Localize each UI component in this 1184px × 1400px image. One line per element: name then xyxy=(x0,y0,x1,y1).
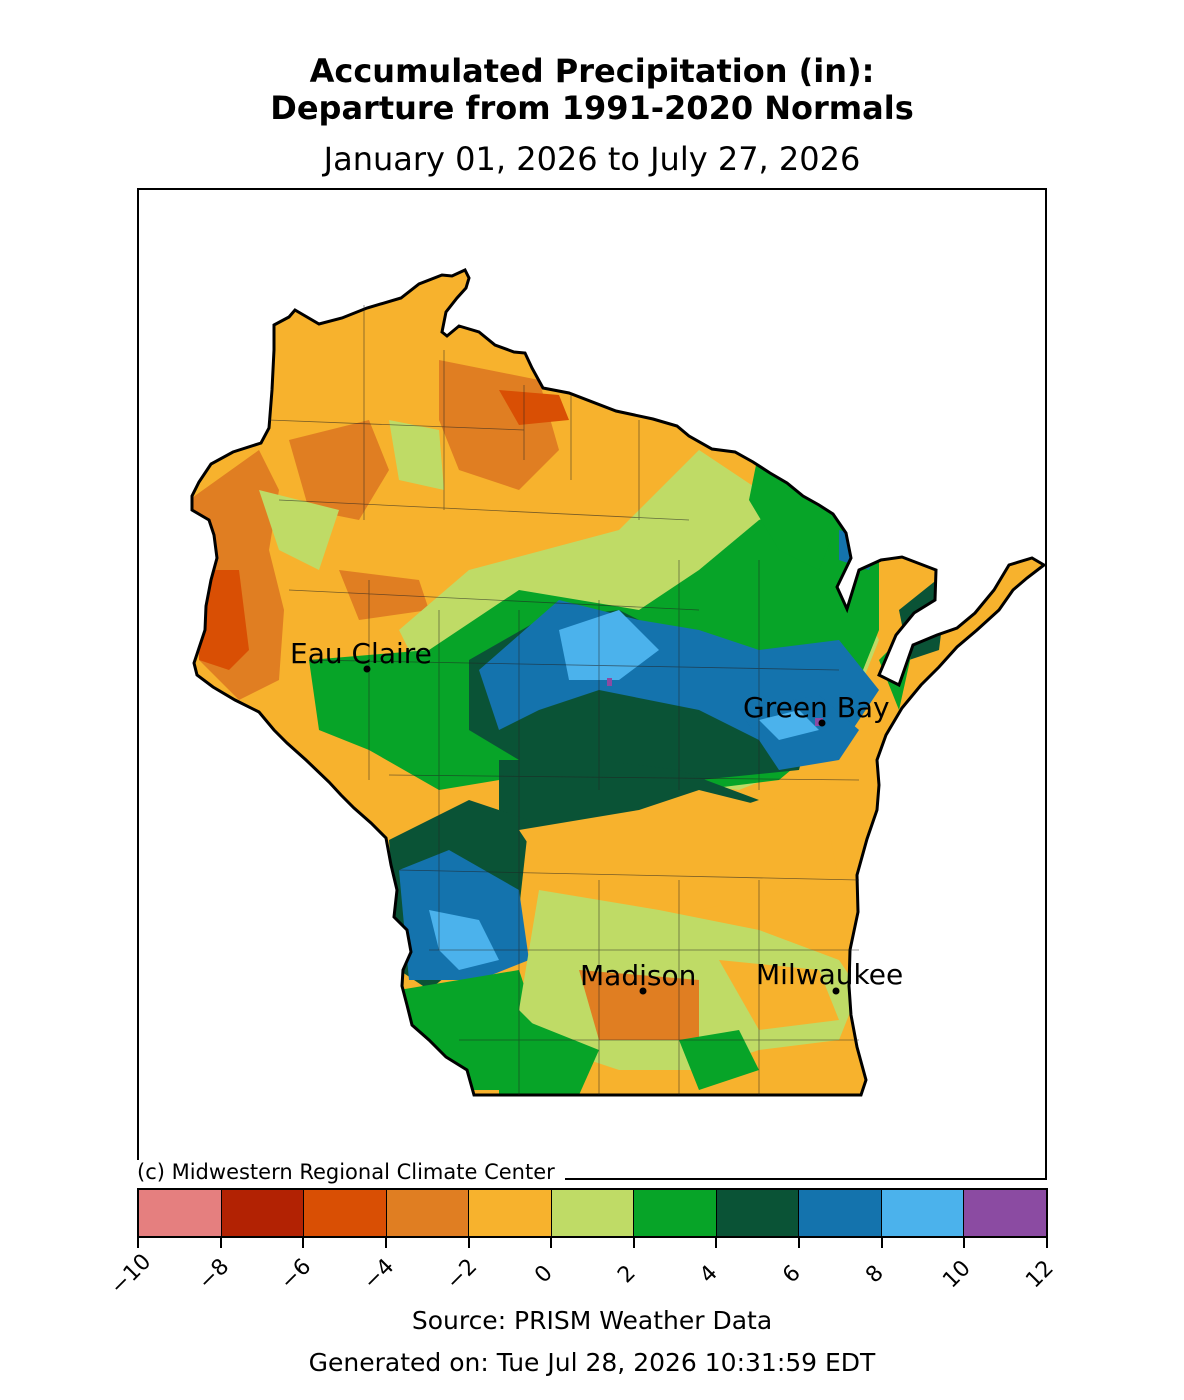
colorbar-swatch xyxy=(799,1190,882,1236)
colorbar-tick xyxy=(798,1238,801,1248)
green-bay-marker xyxy=(818,719,826,727)
colorbar-tick xyxy=(467,1238,470,1248)
madison-marker xyxy=(639,987,647,995)
colorbar xyxy=(137,1188,1048,1238)
date-range: January 01, 2026 to July 27, 2026 xyxy=(323,140,861,178)
colorbar-tick-label: −8 xyxy=(193,1254,234,1295)
county-lines xyxy=(268,305,860,1095)
colorbar-tick-label: 8 xyxy=(860,1260,889,1289)
colorbar-tick xyxy=(137,1238,139,1248)
colorbar-tick xyxy=(715,1238,718,1248)
eau-claire-marker xyxy=(363,665,371,673)
map-title-line2: Departure from 1991-2020 Normals xyxy=(270,89,914,127)
generated-timestamp: Generated on: Tue Jul 28, 2026 10:31:59 … xyxy=(308,1348,876,1377)
colorbar-tick xyxy=(219,1238,222,1248)
colorbar-swatch xyxy=(221,1190,305,1236)
map-title-line1: Accumulated Precipitation (in): xyxy=(309,52,875,90)
colorbar-tick-label: −4 xyxy=(358,1254,400,1295)
milwaukee-label: Milwaukee xyxy=(756,958,903,991)
colorbar-tick-label: −6 xyxy=(275,1254,317,1295)
source-text: Source: PRISM Weather Data xyxy=(411,1306,773,1335)
colorbar-tick-label: 0 xyxy=(530,1260,558,1289)
colorbar-tick xyxy=(302,1238,305,1248)
colorbar-swatch xyxy=(469,1190,552,1236)
colorbar-tick xyxy=(550,1238,553,1248)
colorbar-swatch xyxy=(716,1190,800,1236)
map-frame: Eau Claire Green Bay Madison Milwaukee xyxy=(137,188,1047,1180)
eau-claire-label: Eau Claire xyxy=(290,637,432,670)
colorbar-tick-label: 4 xyxy=(695,1260,724,1289)
colorbar-swatch xyxy=(386,1190,470,1236)
colorbar-tick xyxy=(963,1238,966,1248)
colorbar-swatch xyxy=(304,1190,387,1236)
green-bay-label: Green Bay xyxy=(743,691,890,724)
colorbar-tick xyxy=(632,1238,635,1248)
colorbar-tick xyxy=(384,1238,387,1248)
wisconsin-map: Eau Claire Green Bay Madison Milwaukee xyxy=(190,268,1047,1097)
colorbar-tick-label: 10 xyxy=(938,1255,977,1294)
colorbar-tick-label: 2 xyxy=(613,1260,641,1289)
colorbar-swatch xyxy=(964,1190,1047,1236)
colorbar-tick-label: −10 xyxy=(105,1249,157,1300)
colorbar-tick-label: 12 xyxy=(1021,1255,1059,1294)
madison-label: Madison xyxy=(580,959,696,992)
state-border xyxy=(190,268,1047,1097)
colorbar-swatch xyxy=(881,1190,965,1236)
colorbar-swatch xyxy=(139,1190,222,1236)
colorbar-tick xyxy=(880,1238,883,1248)
colorbar-tick-label: 6 xyxy=(778,1260,806,1289)
colorbar-swatch xyxy=(634,1190,717,1236)
colorbar-tick xyxy=(1046,1238,1048,1248)
milwaukee-marker xyxy=(832,987,840,995)
credit-text: (c) Midwestern Regional Climate Center xyxy=(137,1160,565,1184)
colorbar-swatch xyxy=(551,1190,635,1236)
colorbar-tick-label: −2 xyxy=(441,1254,482,1295)
city-markers: Eau Claire Green Bay Madison Milwaukee xyxy=(290,637,903,995)
